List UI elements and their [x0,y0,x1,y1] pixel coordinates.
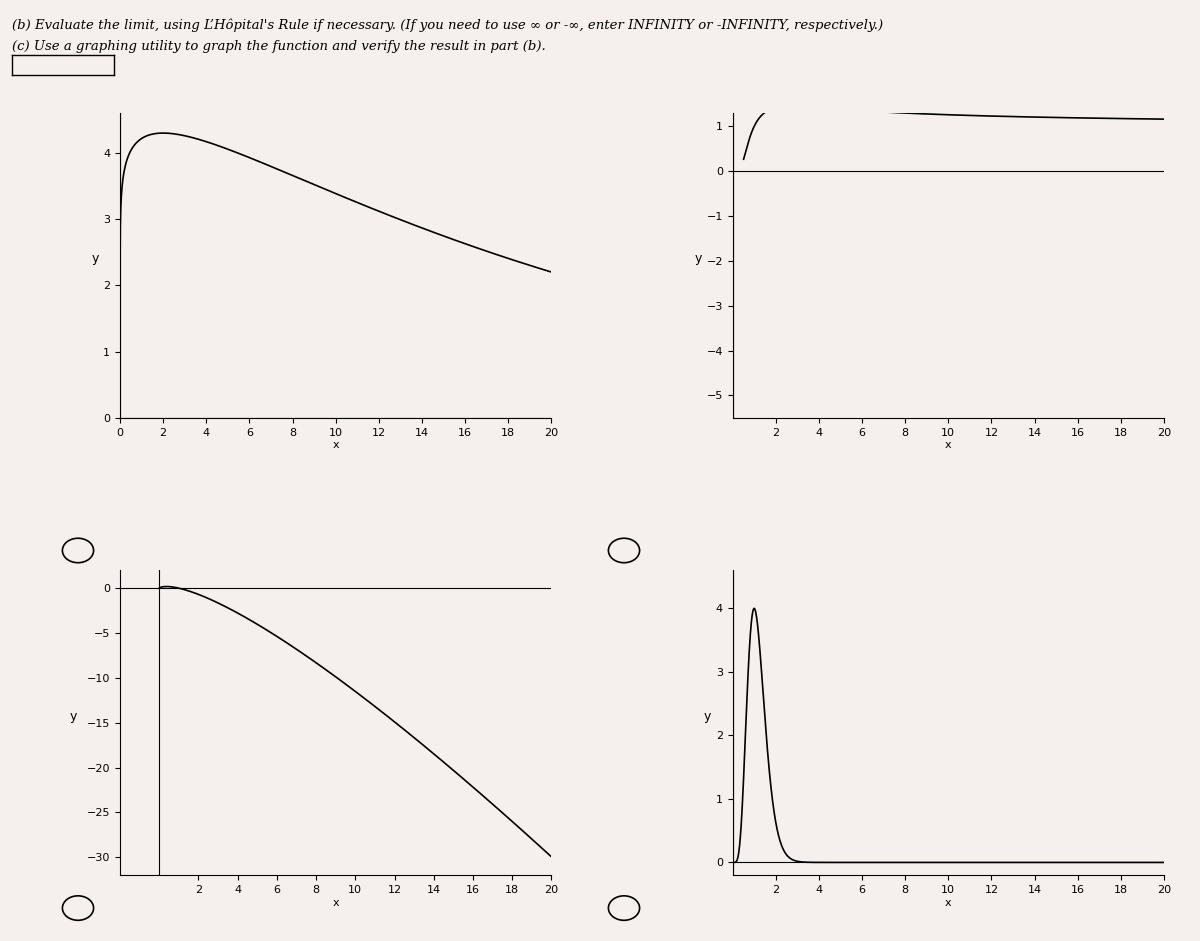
Y-axis label: y: y [91,252,98,265]
X-axis label: x: x [944,898,952,908]
Text: (b) Evaluate the limit, using L’Hôpital's Rule if necessary. (If you need to use: (b) Evaluate the limit, using L’Hôpital'… [12,19,883,32]
X-axis label: x: x [944,440,952,451]
X-axis label: x: x [332,898,340,908]
Y-axis label: y: y [70,710,77,723]
Y-axis label: y: y [695,252,702,265]
X-axis label: x: x [332,440,340,451]
Text: (c) Use a graphing utility to graph the function and verify the result in part (: (c) Use a graphing utility to graph the … [12,40,546,53]
Y-axis label: y: y [703,710,712,723]
